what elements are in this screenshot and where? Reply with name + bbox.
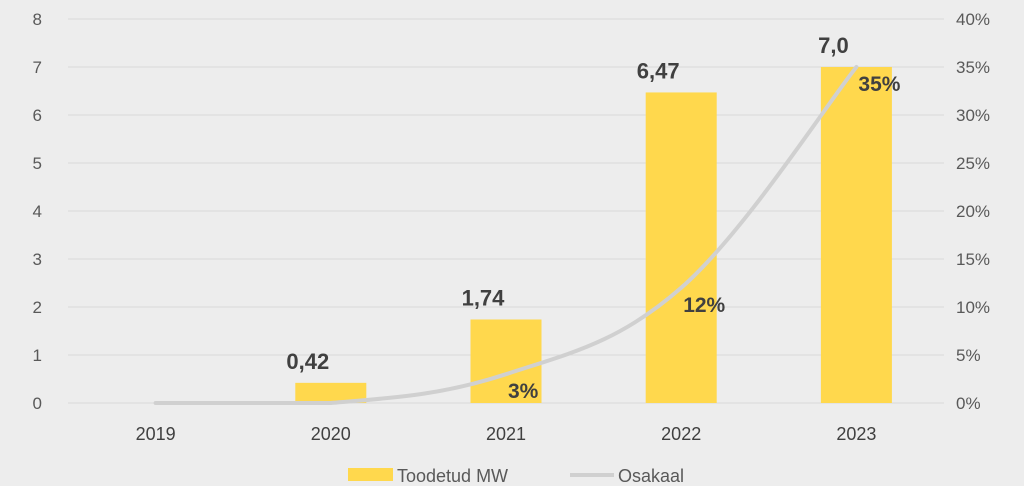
line-data-label: 35%: [858, 73, 900, 96]
x-tick-label: 2020: [311, 424, 351, 444]
line-data-label: 3%: [508, 380, 539, 403]
line-point: [330, 402, 332, 404]
bar-data-label: 6,47: [637, 58, 680, 83]
x-axis: 2019 2020 2021 2022 2023: [136, 424, 877, 444]
labels-layer: 0,42 1,74 6,47 7,0 3% 12% 35%: [286, 33, 900, 403]
legend-label-line: Osakaal: [618, 466, 684, 486]
y-right-tick-label: 20%: [956, 202, 990, 221]
bar: [295, 382, 367, 403]
y-right-tick-label: 25%: [956, 154, 990, 173]
y-right-tick-label: 30%: [956, 106, 990, 125]
line-point: [855, 66, 857, 68]
y-left-tick-label: 8: [33, 10, 42, 29]
y-right-tick-label: 10%: [956, 298, 990, 317]
right-axis: 0% 5% 10% 15% 20% 25% 30% 35% 40%: [956, 10, 990, 413]
x-tick-label: 2023: [836, 424, 876, 444]
y-right-tick-label: 0%: [956, 394, 981, 413]
line-point: [505, 373, 507, 375]
series-line: [153, 65, 859, 406]
x-tick-label: 2019: [136, 424, 176, 444]
line-data-label: 12%: [683, 294, 725, 317]
legend: Toodetud MW Osakaal: [348, 466, 684, 486]
line-point: [155, 402, 157, 404]
bars-layer: [295, 67, 892, 403]
bar: [645, 92, 717, 403]
x-tick-label: 2022: [661, 424, 701, 444]
line-point: [680, 287, 682, 289]
bar-data-label: 7,0: [818, 33, 849, 58]
legend-swatch-bars: [348, 468, 393, 481]
y-left-tick-label: 3: [33, 250, 42, 269]
y-left-tick-label: 0: [33, 394, 42, 413]
grid-layer: [68, 18, 944, 404]
line-layer: [153, 65, 859, 406]
y-left-tick-label: 7: [33, 58, 42, 77]
legend-label-bars: Toodetud MW: [397, 466, 508, 486]
bar: [470, 319, 542, 403]
left-axis: 0 1 2 3 4 5 6 7 8: [33, 10, 42, 413]
y-right-tick-label: 35%: [956, 58, 990, 77]
y-left-tick-label: 6: [33, 106, 42, 125]
bar-data-label: 1,74: [462, 285, 506, 310]
y-left-tick-label: 5: [33, 154, 42, 173]
bar: [820, 67, 892, 403]
y-left-tick-label: 2: [33, 298, 42, 317]
bar-data-label: 0,42: [286, 349, 329, 374]
y-right-tick-label: 5%: [956, 346, 981, 365]
y-right-tick-label: 40%: [956, 10, 990, 29]
y-right-tick-label: 15%: [956, 250, 990, 269]
y-left-tick-label: 4: [33, 202, 42, 221]
x-tick-label: 2021: [486, 424, 526, 444]
y-left-tick-label: 1: [33, 346, 42, 365]
